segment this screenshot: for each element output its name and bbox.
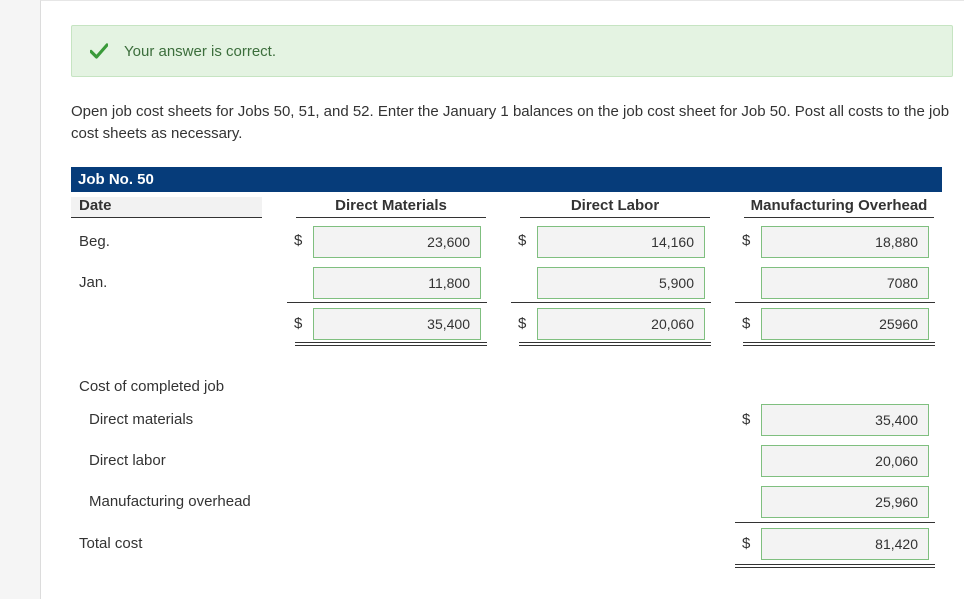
total-oh-currency: $ bbox=[742, 315, 751, 332]
overhead-column-header: Manufacturing Overhead bbox=[744, 197, 934, 218]
job-title-bar: Job No. 50 bbox=[71, 167, 942, 192]
total-dm-currency: $ bbox=[294, 315, 303, 332]
oh-total-double-rule bbox=[743, 342, 935, 346]
jan-direct-labor-input[interactable]: 5,900 bbox=[537, 267, 705, 299]
instructions-text: Open job cost sheets for Jobs 50, 51, an… bbox=[71, 103, 950, 142]
feedback-message: Your answer is correct. bbox=[124, 43, 277, 60]
completed-oh-label: Manufacturing overhead bbox=[89, 493, 251, 510]
beg-row-label: Beg. bbox=[79, 233, 110, 250]
direct-materials-column-header: Direct Materials bbox=[296, 197, 486, 218]
completed-subtotal-rule bbox=[735, 522, 935, 523]
date-column-header: Date bbox=[71, 197, 262, 218]
beg-oh-currency: $ bbox=[742, 232, 751, 249]
total-dl-currency: $ bbox=[518, 315, 527, 332]
beg-dl-currency: $ bbox=[518, 232, 527, 249]
dl-subtotal-rule bbox=[511, 302, 711, 303]
beg-dm-currency: $ bbox=[294, 232, 303, 249]
direct-labor-column-header: Direct Labor bbox=[520, 197, 710, 218]
completed-dl-label: Direct labor bbox=[89, 452, 166, 469]
total-cost-input[interactable]: 81,420 bbox=[761, 528, 929, 560]
dm-total-double-rule bbox=[295, 342, 487, 346]
feedback-alert: Your answer is correct. bbox=[71, 25, 953, 77]
total-direct-materials-input[interactable]: 35,400 bbox=[313, 308, 481, 340]
completed-dm-currency: $ bbox=[742, 411, 751, 428]
checkmark-icon bbox=[90, 43, 108, 59]
completed-job-heading: Cost of completed job bbox=[79, 378, 225, 395]
completed-direct-labor-input[interactable]: 20,060 bbox=[761, 445, 929, 477]
beg-direct-labor-input[interactable]: 14,160 bbox=[537, 226, 705, 258]
total-cost-double-rule bbox=[735, 564, 935, 568]
total-cost-currency: $ bbox=[742, 535, 751, 552]
dl-total-double-rule bbox=[519, 342, 711, 346]
total-overhead-input[interactable]: 25960 bbox=[761, 308, 929, 340]
jan-direct-materials-input[interactable]: 11,800 bbox=[313, 267, 481, 299]
beg-direct-materials-input[interactable]: 23,600 bbox=[313, 226, 481, 258]
question-page: Your answer is correct. Open job cost sh… bbox=[40, 0, 964, 599]
total-direct-labor-input[interactable]: 20,060 bbox=[537, 308, 705, 340]
jan-overhead-input[interactable]: 7080 bbox=[761, 267, 929, 299]
dm-subtotal-rule bbox=[287, 302, 487, 303]
total-cost-label: Total cost bbox=[79, 535, 143, 552]
beg-overhead-input[interactable]: 18,880 bbox=[761, 226, 929, 258]
oh-subtotal-rule bbox=[735, 302, 935, 303]
completed-overhead-input[interactable]: 25,960 bbox=[761, 486, 929, 518]
completed-dm-label: Direct materials bbox=[89, 411, 194, 428]
jan-row-label: Jan. bbox=[79, 274, 108, 291]
completed-direct-materials-input[interactable]: 35,400 bbox=[761, 404, 929, 436]
